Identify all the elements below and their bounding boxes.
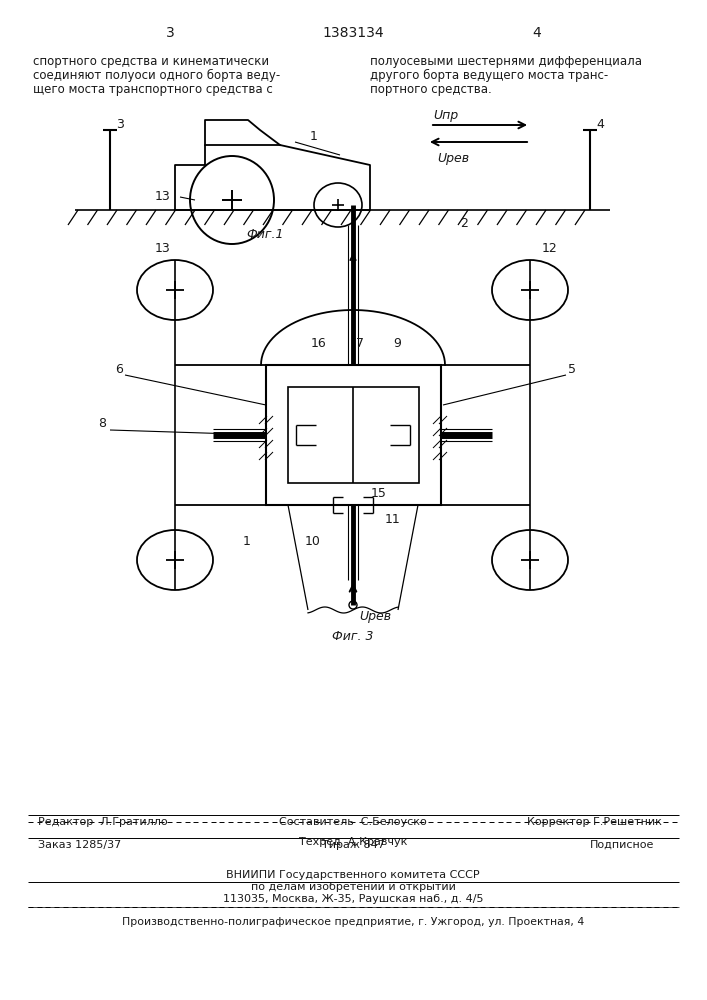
Text: Редактор  Л.Гратилло: Редактор Л.Гратилло [38, 817, 168, 827]
Text: 8: 8 [98, 417, 106, 430]
Text: 4: 4 [596, 118, 604, 131]
Text: 11: 11 [385, 513, 401, 526]
Text: 13: 13 [155, 190, 171, 203]
Text: спортного средства и кинематически: спортного средства и кинематически [33, 55, 269, 68]
Text: Техред  А.Кравчук: Техред А.Кравчук [299, 837, 407, 847]
Text: Uпр: Uпр [433, 109, 458, 122]
Text: 7: 7 [356, 337, 364, 350]
Text: Фиг.1: Фиг.1 [246, 228, 284, 241]
Text: портного средства.: портного средства. [370, 83, 492, 96]
Bar [266, 365, 441, 505]
Text: Uрев: Uрев [359, 610, 391, 623]
Text: полуосевыми шестернями дифференциала: полуосевыми шестернями дифференциала [370, 55, 642, 68]
Text: 16: 16 [311, 337, 327, 350]
Text: ВНИИПИ Государственного комитета СССР: ВНИИПИ Государственного комитета СССР [226, 870, 480, 880]
Text: другого борта ведущего моста транс-: другого борта ведущего моста транс- [370, 69, 608, 82]
Text: Составитель  С.Белоуско: Составитель С.Белоуско [279, 817, 427, 827]
Text: 10: 10 [305, 535, 321, 548]
Text: 4: 4 [532, 26, 542, 40]
Text: 12: 12 [542, 242, 558, 255]
Text: Подписное: Подписное [590, 840, 655, 850]
Text: 1: 1 [310, 130, 318, 143]
Text: Производственно-полиграфическое предприятие, г. Ужгород, ул. Проектная, 4: Производственно-полиграфическое предприя… [122, 917, 584, 927]
Text: Заказ 1285/37: Заказ 1285/37 [38, 840, 121, 850]
Text: 3: 3 [165, 26, 175, 40]
Text: 5: 5 [568, 363, 576, 376]
Text: Корректор Г.Решетник: Корректор Г.Решетник [527, 817, 662, 827]
Text: 6: 6 [115, 363, 123, 376]
Text: 2: 2 [460, 217, 468, 230]
Text: 1383134: 1383134 [322, 26, 384, 40]
Text: Uрев: Uрев [437, 152, 469, 165]
Text: Тираж 847: Тираж 847 [322, 840, 385, 850]
Text: 15: 15 [371, 487, 387, 500]
Bar [288, 387, 419, 483]
Text: Фиг. 3: Фиг. 3 [332, 630, 374, 643]
Text: щего моста транспортного средства с: щего моста транспортного средства с [33, 83, 273, 96]
Text: 9: 9 [393, 337, 401, 350]
Text: 113035, Москва, Ж-35, Раушская наб., д. 4/5: 113035, Москва, Ж-35, Раушская наб., д. … [223, 894, 484, 904]
Text: 1: 1 [243, 535, 251, 548]
Text: 3: 3 [116, 118, 124, 131]
Text: по делам изобретений и открытий: по делам изобретений и открытий [250, 882, 455, 892]
Text: соединяют полуоси одного борта веду-: соединяют полуоси одного борта веду- [33, 69, 280, 82]
Text: 13: 13 [155, 242, 171, 255]
